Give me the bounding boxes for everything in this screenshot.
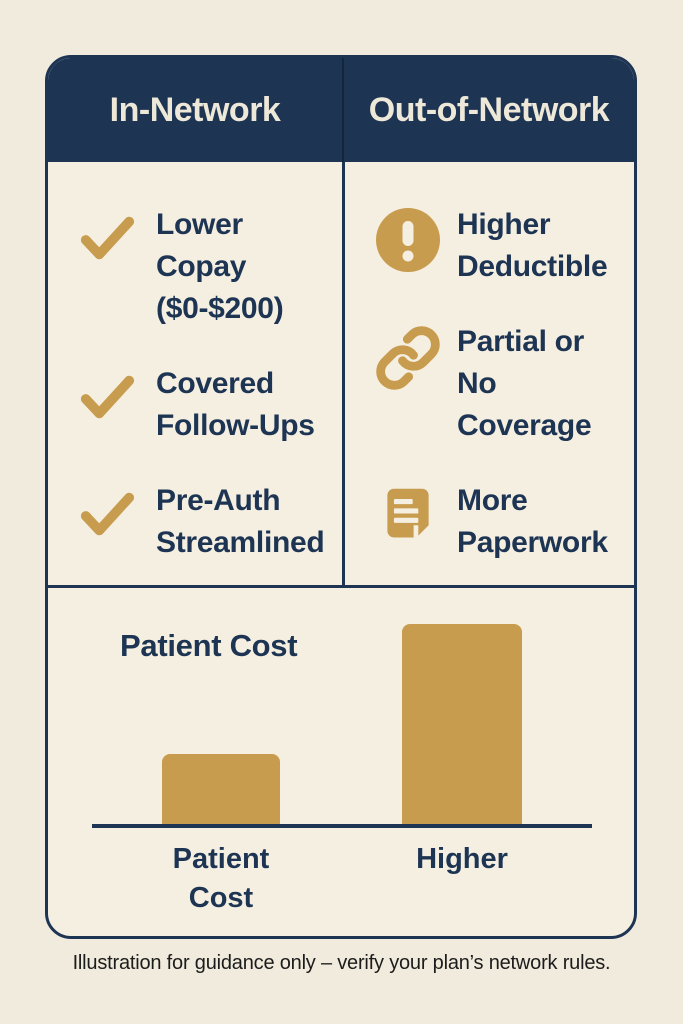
out-of-network-column: Higher Deductible Partial or No Coverage [342, 162, 634, 585]
bar-in-network-cost [162, 754, 280, 824]
patient-cost-chart: Patient Cost Patient Cost Higher [48, 588, 634, 936]
list-item-label: Covered Follow-Ups [156, 367, 315, 442]
comparison-card: In-Network Out-of-Network Lower Copay ($… [45, 55, 637, 939]
list-item-label: Higher Deductible [457, 208, 608, 283]
header-cell-out-of-network: Out-of-Network [342, 58, 634, 162]
list-item-label: More Paperwork [457, 484, 608, 559]
bar-label-patient-cost: Patient Cost [172, 843, 270, 914]
list-item-label: Partial or No Coverage [457, 325, 592, 442]
header-cell-in-network: In-Network [48, 58, 342, 162]
list-item: Partial or No Coverage [375, 321, 622, 447]
bar-label-higher: Higher [416, 843, 508, 875]
bar-out-of-network-cost [402, 624, 522, 824]
comparison-body: Lower Copay ($0-$200) Covered Follow-Ups… [48, 162, 634, 588]
check-icon [74, 490, 140, 538]
list-item: Covered Follow-Ups [74, 363, 330, 447]
link-icon [375, 325, 441, 391]
list-item: Higher Deductible [375, 204, 622, 288]
in-network-column: Lower Copay ($0-$200) Covered Follow-Ups… [48, 162, 342, 585]
list-item-label: Pre-Auth Streamlined [156, 484, 325, 559]
exclamation-icon [375, 208, 441, 272]
in-network-title: In-Network [109, 90, 281, 129]
card-header: In-Network Out-of-Network [48, 58, 634, 162]
disclaimer-text: Illustration for guidance only – verify … [72, 952, 611, 974]
list-item: Lower Copay ($0-$200) [74, 204, 330, 330]
out-of-network-title: Out-of-Network [368, 90, 610, 129]
check-icon [74, 214, 140, 262]
chart-baseline [92, 824, 592, 828]
list-item: More Paperwork [375, 480, 622, 564]
list-item-label: Lower Copay ($0-$200) [156, 208, 284, 325]
list-item: Pre-Auth Streamlined [74, 480, 330, 564]
document-icon [375, 484, 441, 544]
chart-title: Patient Cost [120, 628, 298, 663]
check-icon [74, 373, 140, 421]
